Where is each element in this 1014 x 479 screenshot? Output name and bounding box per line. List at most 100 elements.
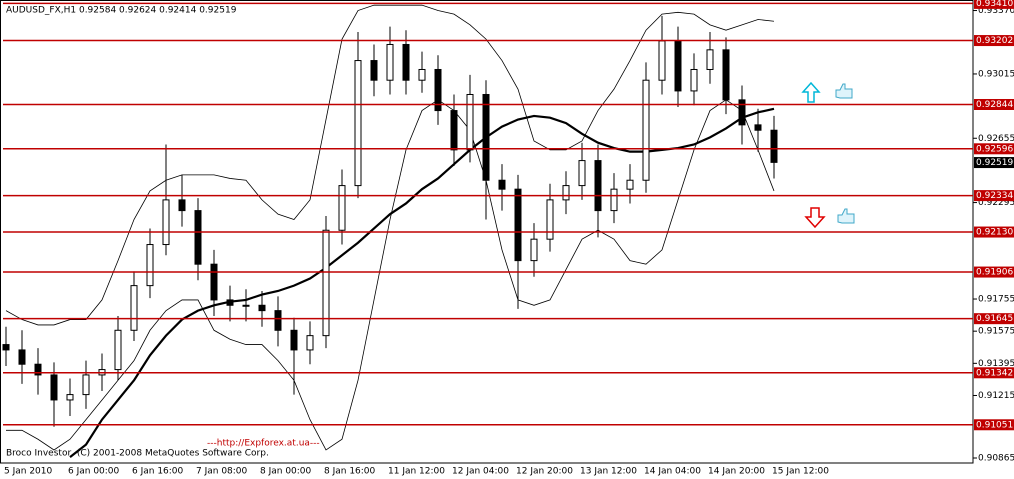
x-tick-label: 14 Jan 20:00 (708, 467, 765, 477)
candle-body (82, 374, 90, 396)
candle-body (194, 210, 202, 265)
level-label: 0.91051 (976, 420, 1013, 430)
level-label-box (974, 313, 1014, 325)
y-tick-label: 0.90865 (978, 453, 1014, 463)
candle-body (514, 188, 522, 262)
y-tick-label: 0.91755 (978, 295, 1014, 305)
x-tick-label: 12 Jan 20:00 (516, 467, 573, 477)
x-tick-label: 8 Jan 16:00 (324, 467, 376, 477)
candle-body (338, 185, 346, 231)
x-tick-label: 14 Jan 04:00 (644, 467, 701, 477)
candle-body (386, 43, 394, 81)
x-tick-label: 6 Jan 16:00 (132, 467, 184, 477)
y-tick-label: 0.93370 (978, 6, 1014, 16)
level-label: 0.93410 (976, 0, 1013, 9)
candle-body (18, 349, 26, 365)
level-label: 0.93202 (976, 36, 1013, 46)
candle-body (658, 40, 666, 81)
sell-signal (804, 207, 855, 229)
buy-signal (801, 81, 853, 103)
candle-body (610, 188, 618, 212)
candle-body (754, 124, 762, 131)
candle-body (354, 60, 362, 187)
candle-body (546, 199, 554, 240)
candle-body (114, 329, 122, 371)
level-label-box (974, 266, 1014, 278)
candle-body (482, 93, 490, 181)
candle-body (738, 99, 746, 126)
candle-body (770, 129, 778, 163)
candle-body (418, 68, 426, 81)
candle-body (210, 263, 218, 301)
candle-body (706, 49, 714, 70)
candle-body (162, 199, 170, 246)
candle-body (322, 229, 330, 337)
x-tick-label: 13 Jan 12:00 (580, 467, 637, 477)
level-label: 0.92596 (976, 144, 1013, 154)
level-label-box (974, 35, 1014, 47)
level-label: 0.92844 (976, 100, 1013, 110)
candle-body (130, 285, 138, 331)
candle-body (242, 304, 250, 307)
candle-body (530, 238, 538, 262)
x-tick-label: 15 Jan 12:00 (772, 467, 829, 477)
thumb-icon (835, 83, 853, 99)
indicator-line (5, 4, 775, 326)
candle-body (594, 160, 602, 212)
candle-body (690, 68, 698, 92)
candle-body (178, 199, 186, 212)
x-tick-label: 7 Jan 08:00 (196, 467, 248, 477)
candle-body (258, 304, 266, 312)
candle-body (226, 299, 234, 306)
down-arrow (804, 207, 826, 229)
candle-body (626, 179, 634, 190)
current-price-box (974, 157, 1014, 169)
level-label-box (974, 419, 1014, 431)
watermark: ---http://Expforex.at.ua--- (207, 439, 320, 449)
candle-body (274, 310, 282, 331)
level-label: 0.91906 (976, 268, 1013, 278)
up-arrow (801, 81, 821, 103)
candle-body (466, 93, 474, 151)
current-price-label: 0.92519 (976, 158, 1013, 168)
candle-body (434, 68, 442, 112)
level-label-box (974, 143, 1014, 155)
y-tick-label: 0.92295 (978, 198, 1014, 208)
candle-body (66, 394, 74, 401)
chart-title: AUDUSD_FX,H1 0.92584 0.92624 0.92414 0.9… (6, 6, 237, 16)
level-label: 0.92130 (976, 228, 1013, 238)
candle-body (34, 363, 42, 376)
x-tick-label: 6 Jan 00:00 (68, 467, 120, 477)
level-label: 0.91645 (976, 314, 1013, 324)
plot-area (2, 4, 778, 458)
candle-body (562, 185, 570, 201)
candle-body (450, 110, 458, 151)
y-tick-label: 0.93015 (978, 69, 1014, 79)
candle-body (290, 329, 298, 351)
level-label-box (974, 190, 1014, 202)
thumb-icon (837, 208, 855, 224)
candle-body (498, 179, 506, 190)
x-tick-label: 12 Jan 04:00 (452, 467, 509, 477)
candle-body (722, 49, 730, 101)
y-tick-label: 0.92655 (978, 134, 1014, 144)
level-label-box (974, 0, 1014, 9)
candle-body (402, 43, 410, 81)
level-label: 0.91342 (976, 368, 1013, 378)
x-tick-label: 8 Jan 00:00 (260, 467, 312, 477)
x-tick-label: 5 Jan 2010 (4, 467, 52, 477)
level-label-box (974, 98, 1014, 110)
candle-body (50, 374, 58, 401)
candle-body (674, 40, 682, 92)
copyright: Broco Investor, (C) 2001-2008 MetaQuotes… (6, 449, 269, 459)
y-tick-label: 0.91215 (978, 391, 1014, 401)
y-tick-label: 0.91395 (978, 359, 1014, 369)
candle-body (578, 160, 586, 187)
candle-body (642, 79, 650, 181)
candle-body (306, 335, 314, 351)
indicator-line (6, 99, 775, 451)
level-label-box (974, 367, 1014, 379)
